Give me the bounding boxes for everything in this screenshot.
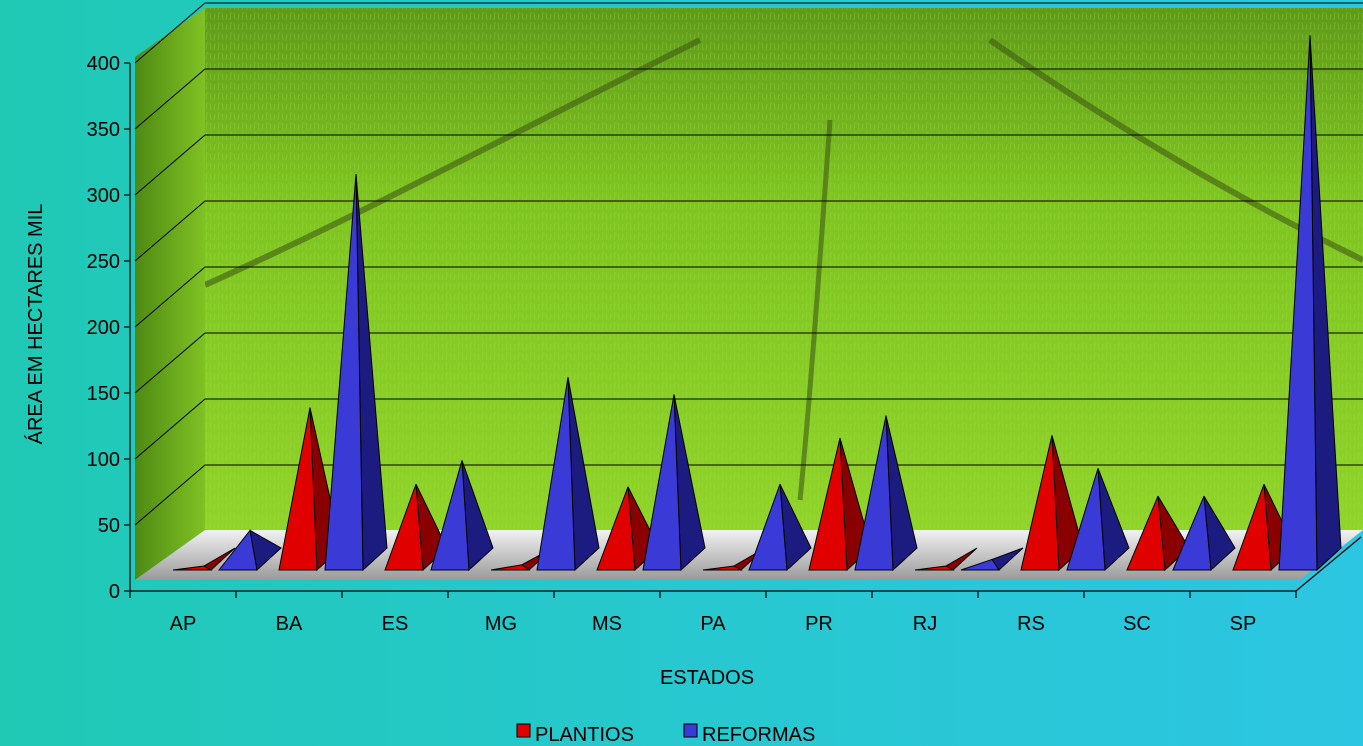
x-tick-label: MS xyxy=(592,613,622,635)
x-axis-title: ESTADOS xyxy=(660,667,754,689)
legend-swatch-plantios xyxy=(517,724,530,737)
x-tick-label: PR xyxy=(805,613,833,635)
y-tick-label: 400 xyxy=(87,53,120,75)
legend-swatch-reformas xyxy=(684,724,697,737)
y-tick-label: 100 xyxy=(87,449,120,471)
legend-label-plantios: PLANTIOS xyxy=(535,724,634,746)
y-tick-label: 200 xyxy=(87,317,120,339)
side-wall xyxy=(135,8,205,580)
legend: PLANTIOS REFORMAS xyxy=(517,724,815,746)
y-tick-label: 0 xyxy=(109,581,120,603)
x-tick-label: SP xyxy=(1230,613,1257,635)
x-tick-label: MG xyxy=(485,613,517,635)
x-tick-label: AP xyxy=(170,613,197,635)
y-tick-label: 350 xyxy=(87,119,120,141)
y-tick-label: 300 xyxy=(87,185,120,207)
x-tick-label: BA xyxy=(276,613,303,635)
x-tick-label: RS xyxy=(1017,613,1045,635)
y-axis: 0 50 100 150 200 250 300 350 400 xyxy=(87,53,130,603)
x-tick-label: ES xyxy=(382,613,409,635)
y-tick-label: 150 xyxy=(87,383,120,405)
y-tick-label: 50 xyxy=(98,515,120,537)
x-tick-label: SC xyxy=(1123,613,1151,635)
y-tick-label: 250 xyxy=(87,251,120,273)
legend-label-reformas: REFORMAS xyxy=(702,724,815,746)
x-tick-label: RJ xyxy=(913,613,937,635)
x-tick-label: PA xyxy=(700,613,726,635)
y-axis-title: ÁREA EM HECTARES MIL xyxy=(24,204,47,445)
